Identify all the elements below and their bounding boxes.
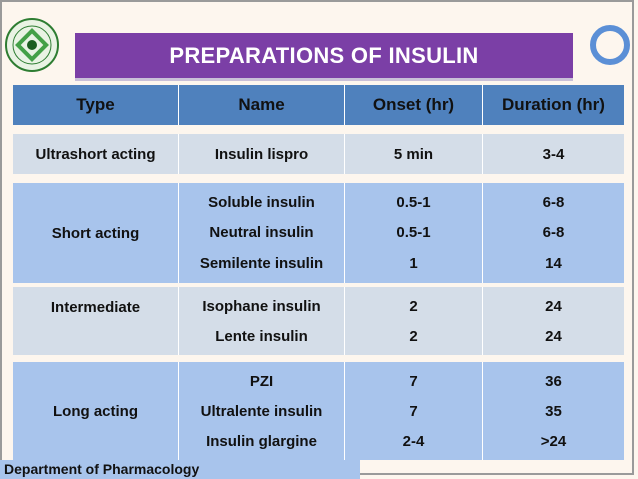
onset-cell: 2 2 — [345, 287, 483, 355]
onset-value: 7 — [409, 402, 418, 420]
duration-value: 24 — [545, 297, 562, 315]
header-type: Type — [13, 85, 179, 125]
name-label: Insulin lispro — [214, 145, 309, 163]
duration-value: 6-8 — [542, 193, 565, 211]
onset-value: 0.5-1 — [396, 224, 431, 242]
onset-value: 0.5-1 — [396, 193, 431, 211]
slide-title: PREPARATIONS OF INSULIN — [169, 42, 479, 68]
name-label: Ultralente insulin — [200, 402, 323, 420]
duration-value: 24 — [545, 327, 562, 345]
onset-value: 2 — [409, 297, 418, 315]
duration-cell: 6-8 6-8 14 — [483, 183, 624, 283]
duration-cell: 3-4 — [483, 134, 624, 174]
duration-cell: 24 24 — [483, 287, 624, 355]
duration-value: 35 — [545, 402, 562, 420]
duration-value: 6-8 — [542, 224, 565, 242]
header-name-label: Name — [238, 95, 285, 114]
duration-value: >24 — [540, 432, 567, 450]
duration-value: 36 — [545, 372, 562, 390]
slide-title-bar: PREPARATIONS OF INSULIN — [75, 33, 573, 81]
duration-cell: 36 35 >24 — [483, 362, 624, 460]
name-cell: Isophane insulin Lente insulin — [179, 287, 345, 355]
name-label: Soluble insulin — [208, 193, 315, 211]
name-cell: PZI Ultralente insulin Insulin glargine — [179, 362, 345, 460]
onset-cell: 7 7 2-4 — [345, 362, 483, 460]
type-label: Long acting — [53, 402, 138, 420]
onset-value: 2-4 — [402, 432, 425, 450]
duration-value: 3-4 — [542, 145, 565, 163]
header-onset: Onset (hr) — [345, 85, 483, 125]
onset-value: 1 — [409, 255, 418, 273]
header-name: Name — [179, 85, 345, 125]
name-label: Insulin glargine — [206, 432, 317, 450]
duration-value: 14 — [545, 255, 562, 273]
table-row: Short acting Soluble insulin Neutral ins… — [13, 183, 624, 283]
name-label: Lente insulin — [215, 327, 308, 345]
name-cell: Soluble insulin Neutral insulin Semilent… — [179, 183, 345, 283]
type-cell: Short acting — [13, 183, 179, 283]
onset-cell: 5 min — [345, 134, 483, 174]
type-cell: Intermediate — [13, 287, 179, 355]
ring-icon — [590, 25, 630, 65]
name-label: PZI — [249, 372, 274, 390]
header-duration: Duration (hr) — [483, 85, 624, 125]
name-label: Isophane insulin — [202, 297, 321, 315]
table-row: Long acting PZI Ultralente insulin Insul… — [13, 362, 624, 460]
onset-value: 5 min — [393, 145, 434, 163]
type-label: Short acting — [51, 224, 140, 242]
footer-department: Department of Pharmacology — [0, 460, 360, 479]
university-emblem-icon — [5, 18, 59, 72]
onset-value: 7 — [409, 372, 418, 390]
type-cell: Long acting — [13, 362, 179, 460]
table-row: Ultrashort acting Insulin lispro 5 min 3… — [13, 134, 624, 174]
onset-cell: 0.5-1 0.5-1 1 — [345, 183, 483, 283]
type-label: Intermediate — [50, 299, 141, 316]
header-onset-label: Onset (hr) — [372, 95, 455, 114]
name-cell: Insulin lispro — [179, 134, 345, 174]
header-duration-label: Duration (hr) — [502, 95, 605, 114]
name-label: Semilente insulin — [199, 255, 324, 273]
type-label: Ultrashort acting — [35, 145, 156, 163]
onset-value: 2 — [409, 327, 418, 345]
type-cell: Ultrashort acting — [13, 134, 179, 174]
table-row: Intermediate Isophane insulin Lente insu… — [13, 287, 624, 355]
name-label: Neutral insulin — [209, 224, 314, 242]
header-type-label: Type — [76, 95, 115, 114]
table-header: Type Name Onset (hr) Duration (hr) — [13, 85, 624, 125]
